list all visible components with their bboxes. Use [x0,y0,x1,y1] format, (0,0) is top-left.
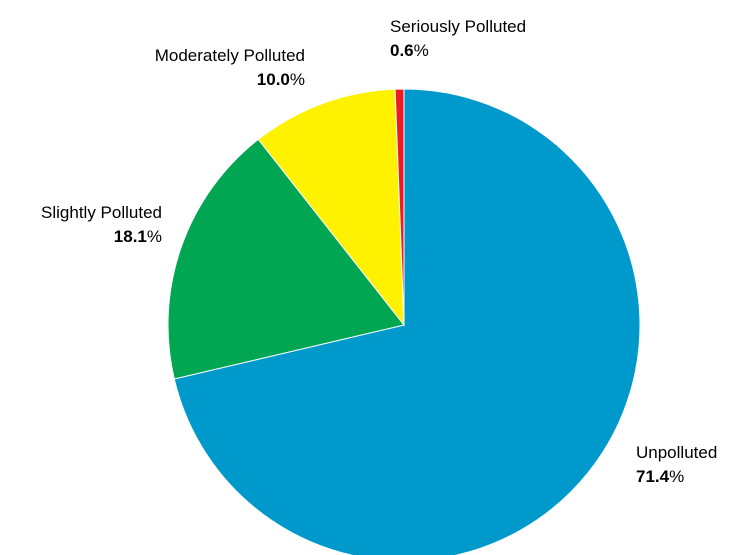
slice-label: Slightly Polluted [41,203,162,222]
slice-label: Unpolluted [636,443,717,462]
slice-value-label: 71.4% [636,467,684,486]
pie-labels: Unpolluted 71.4% Slightly Polluted 18.1% Mod… [41,17,717,486]
pie-slices [167,88,641,555]
slice-value-label: 10.0% [257,70,305,89]
slice-unpolluted [173,88,641,555]
slice-label: Seriously Polluted [390,17,526,36]
slice-seriously-polluted [394,88,405,326]
slice-moderately-polluted [257,88,405,327]
slice-value-label: 18.1% [114,227,162,246]
slice-label: Moderately Polluted [155,46,305,65]
slice-slightly-polluted [167,138,405,380]
slice-value-label: 0.6% [390,41,429,60]
